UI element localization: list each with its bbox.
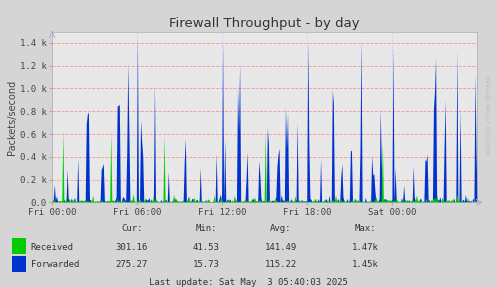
Text: 115.22: 115.22 [265,261,297,269]
Text: RRDTOOL / TOBI OETIKER: RRDTOOL / TOBI OETIKER [486,74,491,155]
Title: Firewall Throughput - by day: Firewall Throughput - by day [169,18,360,30]
Y-axis label: Packets/second: Packets/second [7,79,17,155]
Text: Forwarded: Forwarded [31,261,79,269]
Text: 15.73: 15.73 [193,261,220,269]
Text: Received: Received [31,243,74,252]
Text: Cur:: Cur: [121,224,143,233]
Text: 275.27: 275.27 [116,261,148,269]
Text: Last update: Sat May  3 05:40:03 2025: Last update: Sat May 3 05:40:03 2025 [149,278,348,287]
Text: Min:: Min: [195,224,217,233]
Text: Avg:: Avg: [270,224,292,233]
Text: 1.47k: 1.47k [352,243,379,252]
Text: 41.53: 41.53 [193,243,220,252]
Text: Max:: Max: [354,224,376,233]
Text: 301.16: 301.16 [116,243,148,252]
Text: 1.45k: 1.45k [352,261,379,269]
Text: 141.49: 141.49 [265,243,297,252]
